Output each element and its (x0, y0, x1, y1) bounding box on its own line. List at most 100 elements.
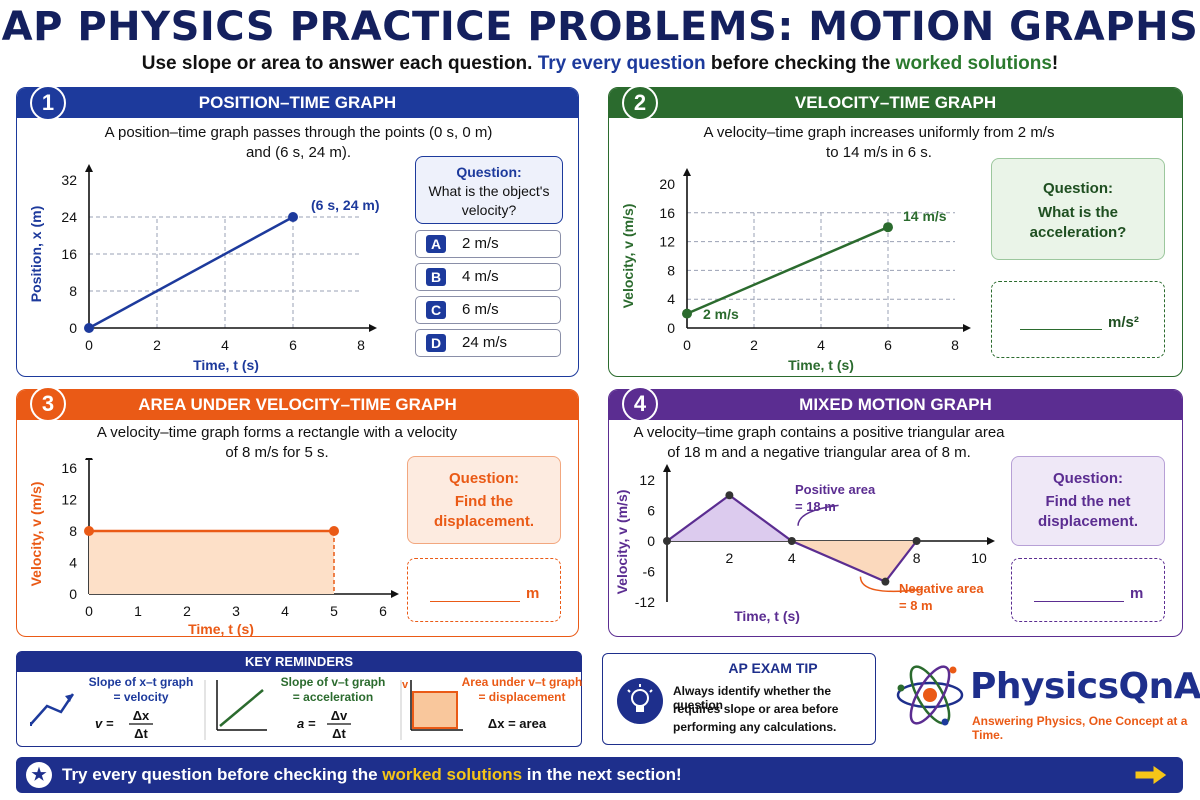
x-tick-label: 8 (913, 550, 921, 566)
answer-box-2[interactable]: m/s² (991, 281, 1165, 358)
panel-3-header: AREA UNDER VELOCITY–TIME GRAPH (17, 390, 578, 420)
choice-letter: C (426, 301, 446, 319)
footer-banner: ★ Try every question before checking the… (16, 757, 1183, 793)
panel-1-header: POSITION–TIME GRAPH (17, 88, 578, 118)
choice-text: 2 m/s (462, 235, 499, 252)
exam-tip-panel: AP EXAM TIP Always identify whether the … (602, 653, 876, 745)
y-tick-label: 24 (61, 209, 77, 225)
question-text-line: displacement. (433, 513, 535, 530)
y-tick-label: 4 (69, 555, 77, 571)
y-tick-label: 0 (69, 320, 77, 336)
y-tick-label: 12 (639, 472, 655, 488)
question-label: Question: (1043, 180, 1113, 197)
question-text-line: displacement. (1037, 513, 1139, 530)
data-point (663, 537, 671, 545)
y-tick-label: 32 (61, 172, 77, 188)
question-text-line: Find the net (1045, 493, 1131, 510)
data-point (725, 491, 734, 500)
x-tick-label: 6 (379, 603, 387, 619)
panel-1-number-badge: 1 (30, 85, 66, 121)
x-axis-label: Time, t (s) (734, 608, 800, 624)
star-icon: ★ (26, 762, 52, 788)
data-point (912, 537, 921, 545)
answer-unit: m/s² (1108, 314, 1139, 331)
question-text-line: velocity? (461, 202, 517, 218)
x-tick-label: 8 (357, 337, 365, 353)
x-tick-label: 8 (951, 337, 959, 353)
x-tick-label: 2 (183, 603, 191, 619)
x-tick-label: 4 (817, 337, 825, 353)
y-tick-label: 8 (69, 283, 77, 299)
x-tick-label: 2 (726, 550, 734, 566)
panel-3-text-1: A velocity–time graph forms a rectangle … (96, 424, 458, 441)
panel-4-number-badge: 4 (622, 386, 658, 422)
data-point (84, 526, 94, 536)
y-tick-label: 0 (69, 586, 77, 602)
choice-letter: A (426, 235, 446, 253)
positive-area-fill (667, 495, 792, 541)
lightbulb-icon (617, 678, 663, 724)
choice-text: 6 m/s (462, 301, 499, 318)
reminder-3-line-1: Area under v–t graph (462, 675, 583, 689)
x-axis-label: Time, t (s) (788, 357, 854, 373)
answer-box-4[interactable]: m (1011, 558, 1165, 622)
panel-2-text-2: to 14 m/s in 6 s. (826, 144, 932, 161)
x-tick-label: 0 (85, 603, 93, 619)
panel-4-text-2: of 18 m and a negative triangular area o… (667, 444, 971, 461)
panel-4-text-1: A velocity–time graph contains a positiv… (633, 424, 1005, 441)
reminder-2-line-1: Slope of v–t graph (281, 675, 386, 689)
x-tick-label: 0 (85, 337, 93, 353)
neg-area-label-2: = 8 m (899, 598, 933, 613)
question-text-line: acceleration? (1029, 224, 1127, 241)
panel-2-header: VELOCITY–TIME GRAPH (609, 88, 1182, 118)
answer-unit: m (1130, 585, 1144, 602)
y-tick-label: 20 (659, 176, 675, 192)
page-subtitle: Use slope or area to answer each questio… (141, 53, 1059, 74)
x-axis-arrow (391, 590, 399, 598)
question-box-4: Question: Find the net displacement. (1011, 456, 1165, 546)
x-tick-label: 5 (330, 603, 338, 619)
question-box-2: Question: What is the acceleration? (991, 158, 1165, 260)
y-tick-label: 6 (647, 503, 655, 519)
question-text-line: What is the (1037, 204, 1118, 221)
answer-unit: m (526, 585, 540, 602)
x-tick-label: 2 (750, 337, 758, 353)
y-tick-label: 8 (69, 523, 77, 539)
x-axis-arrow (369, 324, 377, 332)
page-title: AP PHYSICS PRACTICE PROBLEMS: MOTION GRA… (1, 4, 1199, 50)
next-arrow-icon[interactable] (1133, 763, 1169, 792)
reminder-1-num: Δx (133, 708, 150, 723)
x-tick-label: 2 (153, 337, 161, 353)
x-tick-label: 3 (232, 603, 240, 619)
y-axis-label: Velocity, v (m/s) (614, 490, 630, 595)
answer-blank-line (1034, 601, 1124, 602)
x-axis-label: Time, t (s) (193, 357, 259, 373)
answer-box-3[interactable]: m (407, 558, 561, 622)
area-fill (89, 531, 334, 594)
vt-area-icon: v (402, 679, 463, 731)
choice-c-button[interactable]: C 6 m/s (415, 296, 561, 324)
reminder-3-line-2: = displacement (478, 690, 565, 704)
reminder-1-den: Δt (134, 726, 148, 741)
data-point (288, 212, 298, 222)
question-label: Question: (1053, 470, 1123, 487)
choice-a-button[interactable]: A 2 m/s (415, 230, 561, 258)
answer-blank-line (430, 601, 520, 602)
y-tick-label: 16 (659, 205, 675, 221)
pos-pointer-arrow (797, 504, 839, 526)
panel-2-number-badge: 2 (622, 85, 658, 121)
x-tick-label: 10 (971, 550, 987, 566)
choice-b-button[interactable]: B 4 m/s (415, 263, 561, 291)
x-axis-arrow (987, 537, 995, 545)
choice-d-button[interactable]: D 24 m/s (415, 329, 561, 357)
reminder-2-num: Δv (331, 708, 348, 723)
panel-2-text-1: A velocity–time graph increases uniforml… (703, 124, 1055, 141)
data-point (881, 577, 890, 586)
panel-mixed-motion: MIXED MOTION GRAPH A velocity–time graph… (608, 389, 1183, 637)
question-box-1: Question: What is the object's velocity? (415, 156, 563, 224)
x-axis-label: Time, t (s) (188, 621, 254, 637)
x-tick-label: 6 (884, 337, 892, 353)
footer-text: Try every question before checking the w… (62, 765, 682, 784)
data-point (883, 222, 893, 233)
